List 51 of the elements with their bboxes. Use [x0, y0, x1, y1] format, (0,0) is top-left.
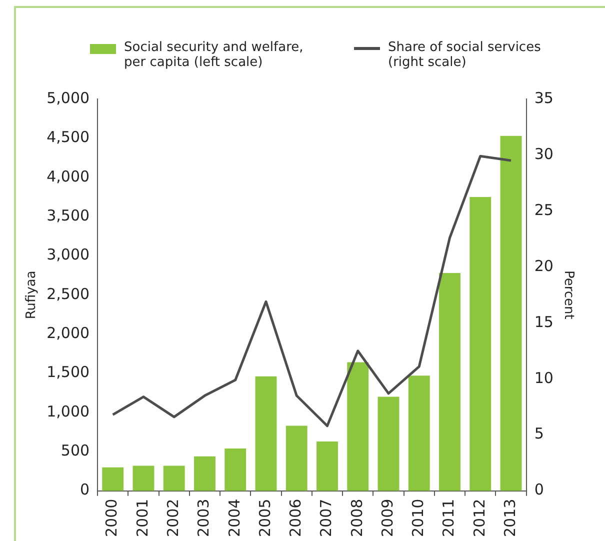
- y-tick-label: 4,000: [46, 167, 90, 186]
- bar: [224, 448, 246, 491]
- y-tick-label: 1,500: [46, 363, 90, 382]
- y-tick-label: 3,500: [46, 206, 90, 224]
- y-tick-label: 5,000: [46, 88, 90, 107]
- x-tick-label: 2011: [440, 498, 458, 538]
- x-tick-label: 2003: [194, 498, 213, 538]
- bar: [102, 467, 124, 491]
- y2-tick-label: 5: [534, 424, 544, 443]
- y2-tick-label: 10: [534, 368, 554, 387]
- bar: [408, 376, 430, 491]
- x-tick-label: 2004: [225, 498, 244, 538]
- x-tick-label: 2013: [500, 498, 519, 538]
- x-tick-label: 2002: [164, 498, 182, 538]
- x-tick-label: 2006: [286, 498, 305, 538]
- y-tick-label: 2,000: [46, 324, 90, 342]
- y-tick-label: 1,000: [46, 402, 90, 420]
- bar: [316, 441, 338, 491]
- bar: [347, 362, 369, 491]
- bar: [286, 426, 308, 491]
- bar: [439, 272, 460, 491]
- y-tick-label: 2,500: [46, 284, 90, 303]
- y2-tick-label: 20: [534, 256, 554, 275]
- legend-label: Social security and welfare, per capita (left scale): [124, 40, 304, 70]
- x-tick-label: 2000: [102, 498, 121, 538]
- bar: [470, 196, 492, 491]
- bar: [500, 136, 522, 491]
- y2-tick-label: 35: [534, 88, 554, 107]
- y2-tick-label: 15: [534, 312, 554, 331]
- x-tick-label: 2005: [256, 498, 274, 538]
- y-tick-label: 4,500: [46, 128, 90, 146]
- bar: [194, 456, 216, 491]
- y-tick-label: 0: [80, 480, 90, 499]
- y-axis-title: Rufiyaa: [24, 270, 40, 320]
- x-tick-label: 2009: [378, 498, 396, 538]
- x-tick-label: 2008: [348, 498, 366, 538]
- y-tick-label: 3,000: [46, 246, 90, 264]
- bar: [255, 376, 277, 491]
- bar: [163, 466, 185, 491]
- x-tick-label: 2012: [470, 498, 488, 538]
- y2-axis-title: Percent: [560, 270, 576, 320]
- y2-tick-label: 0: [534, 480, 544, 499]
- y-tick-label: 500: [60, 442, 90, 460]
- bar: [378, 396, 400, 491]
- y2-tick-label: 25: [534, 200, 554, 219]
- x-tick-label: 2007: [317, 498, 336, 538]
- legend-label: Share of social services (right scale): [388, 40, 542, 70]
- y2-tick-label: 30: [534, 144, 554, 163]
- x-tick-label: 2010: [409, 498, 428, 538]
- x-tick-label: 2001: [133, 498, 152, 538]
- bar: [132, 466, 154, 491]
